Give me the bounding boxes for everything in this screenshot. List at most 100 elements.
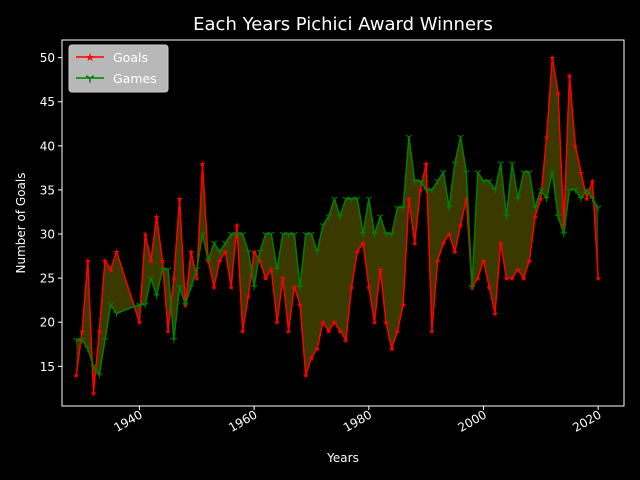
data-point-goals: ★ <box>566 71 573 80</box>
data-point-goals: ★ <box>537 195 544 204</box>
data-point-games <box>159 267 166 273</box>
data-point-games <box>141 302 149 309</box>
data-point-goals: ★ <box>279 274 286 283</box>
series-line-goals <box>75 56 599 394</box>
legend-marker-goals: ★ <box>85 51 95 64</box>
data-point-goals: ★ <box>480 256 487 265</box>
data-point-games <box>256 249 264 256</box>
data-point-goals: ★ <box>486 283 493 292</box>
data-point-goals: ★ <box>503 274 510 283</box>
fill-between-polygon <box>76 57 599 393</box>
data-point-goals: ★ <box>90 389 97 398</box>
data-point-games <box>187 284 195 291</box>
data-point-games <box>342 196 350 203</box>
data-point-goals: ★ <box>113 248 120 257</box>
data-point-goals: ★ <box>497 239 504 248</box>
data-point-games <box>268 231 275 238</box>
legend-marker-games <box>85 75 95 83</box>
data-point-goals: ★ <box>193 274 200 283</box>
data-point-goals: ★ <box>514 265 521 274</box>
data-point-games <box>371 231 378 238</box>
data-point-goals: ★ <box>394 327 401 336</box>
data-point-goals: ★ <box>228 283 235 292</box>
data-point-games <box>560 231 568 238</box>
data-point-goals: ★ <box>199 159 206 168</box>
data-point-games <box>440 170 447 176</box>
data-point-goals: ★ <box>451 248 458 257</box>
data-point-goals: ★ <box>245 292 252 301</box>
data-point-goals: ★ <box>73 371 80 380</box>
data-point-games <box>302 231 309 238</box>
data-point-goals: ★ <box>371 318 378 327</box>
y-tick-label: 35 <box>40 183 55 197</box>
data-point-goals: ★ <box>526 256 533 265</box>
y-tick-label: 45 <box>40 95 55 109</box>
data-point-games <box>290 231 298 238</box>
data-point-games <box>176 284 183 291</box>
data-point-goals: ★ <box>159 256 166 265</box>
data-point-games <box>422 187 430 194</box>
data-point-games <box>583 187 590 194</box>
data-point-goals: ★ <box>319 318 326 327</box>
data-point-goals: ★ <box>142 230 149 239</box>
data-point-games <box>308 231 315 238</box>
x-axis-label: Years <box>326 451 359 465</box>
data-point-games <box>589 196 596 203</box>
data-point-games <box>331 196 338 203</box>
data-point-games <box>285 231 292 238</box>
data-point-goals: ★ <box>417 186 424 195</box>
data-point-goals: ★ <box>440 239 447 248</box>
data-point-games <box>182 302 189 309</box>
data-point-goals: ★ <box>411 239 418 248</box>
data-point-games <box>543 196 550 203</box>
data-point-goals: ★ <box>377 265 384 274</box>
y-tick-label: 50 <box>40 51 55 65</box>
data-point-games <box>193 267 201 273</box>
data-point-games <box>296 284 304 291</box>
data-point-games <box>78 337 86 344</box>
data-point-goals: ★ <box>589 177 596 186</box>
data-point-goals: ★ <box>331 318 338 327</box>
data-point-games <box>164 267 172 273</box>
data-point-goals: ★ <box>583 195 590 204</box>
data-point-games <box>508 161 516 167</box>
data-point-games <box>526 170 533 176</box>
y-tick-label: 40 <box>40 139 55 153</box>
data-point-goals: ★ <box>382 318 389 327</box>
data-point-games <box>73 337 80 344</box>
y-axis: 15 20 25 30 35 40 45 50 <box>40 51 62 374</box>
data-point-goals: ★ <box>216 256 223 265</box>
data-point-goals: ★ <box>491 309 498 318</box>
y-tick-label: 20 <box>40 316 55 330</box>
data-point-games <box>147 275 155 282</box>
data-point-goals: ★ <box>405 195 412 204</box>
data-point-goals: ★ <box>446 230 453 239</box>
data-point-goals: ★ <box>302 371 309 380</box>
data-point-games <box>216 249 223 256</box>
data-point-goals: ★ <box>474 274 481 283</box>
data-point-games <box>348 196 355 203</box>
y-tick-label: 15 <box>40 360 55 374</box>
data-point-goals: ★ <box>314 345 321 354</box>
data-point-goals: ★ <box>463 195 470 204</box>
data-point-games <box>434 178 441 185</box>
data-point-games <box>382 231 390 238</box>
y-tick-label: 30 <box>40 228 55 242</box>
data-point-games <box>319 222 327 229</box>
data-point-games <box>399 205 407 212</box>
series-games <box>73 134 602 379</box>
data-point-games <box>250 284 258 291</box>
data-point-games <box>537 187 545 194</box>
data-point-goals: ★ <box>233 221 240 230</box>
data-point-goals: ★ <box>509 274 516 283</box>
data-point-games <box>503 214 510 220</box>
data-point-goals: ★ <box>84 256 91 265</box>
data-point-games <box>101 337 109 344</box>
data-point-games <box>549 170 556 176</box>
data-point-goals: ★ <box>170 274 177 283</box>
data-point-goals: ★ <box>165 327 172 336</box>
data-point-games <box>485 178 493 185</box>
data-point-goals: ★ <box>268 265 275 274</box>
data-point-games <box>417 178 424 185</box>
